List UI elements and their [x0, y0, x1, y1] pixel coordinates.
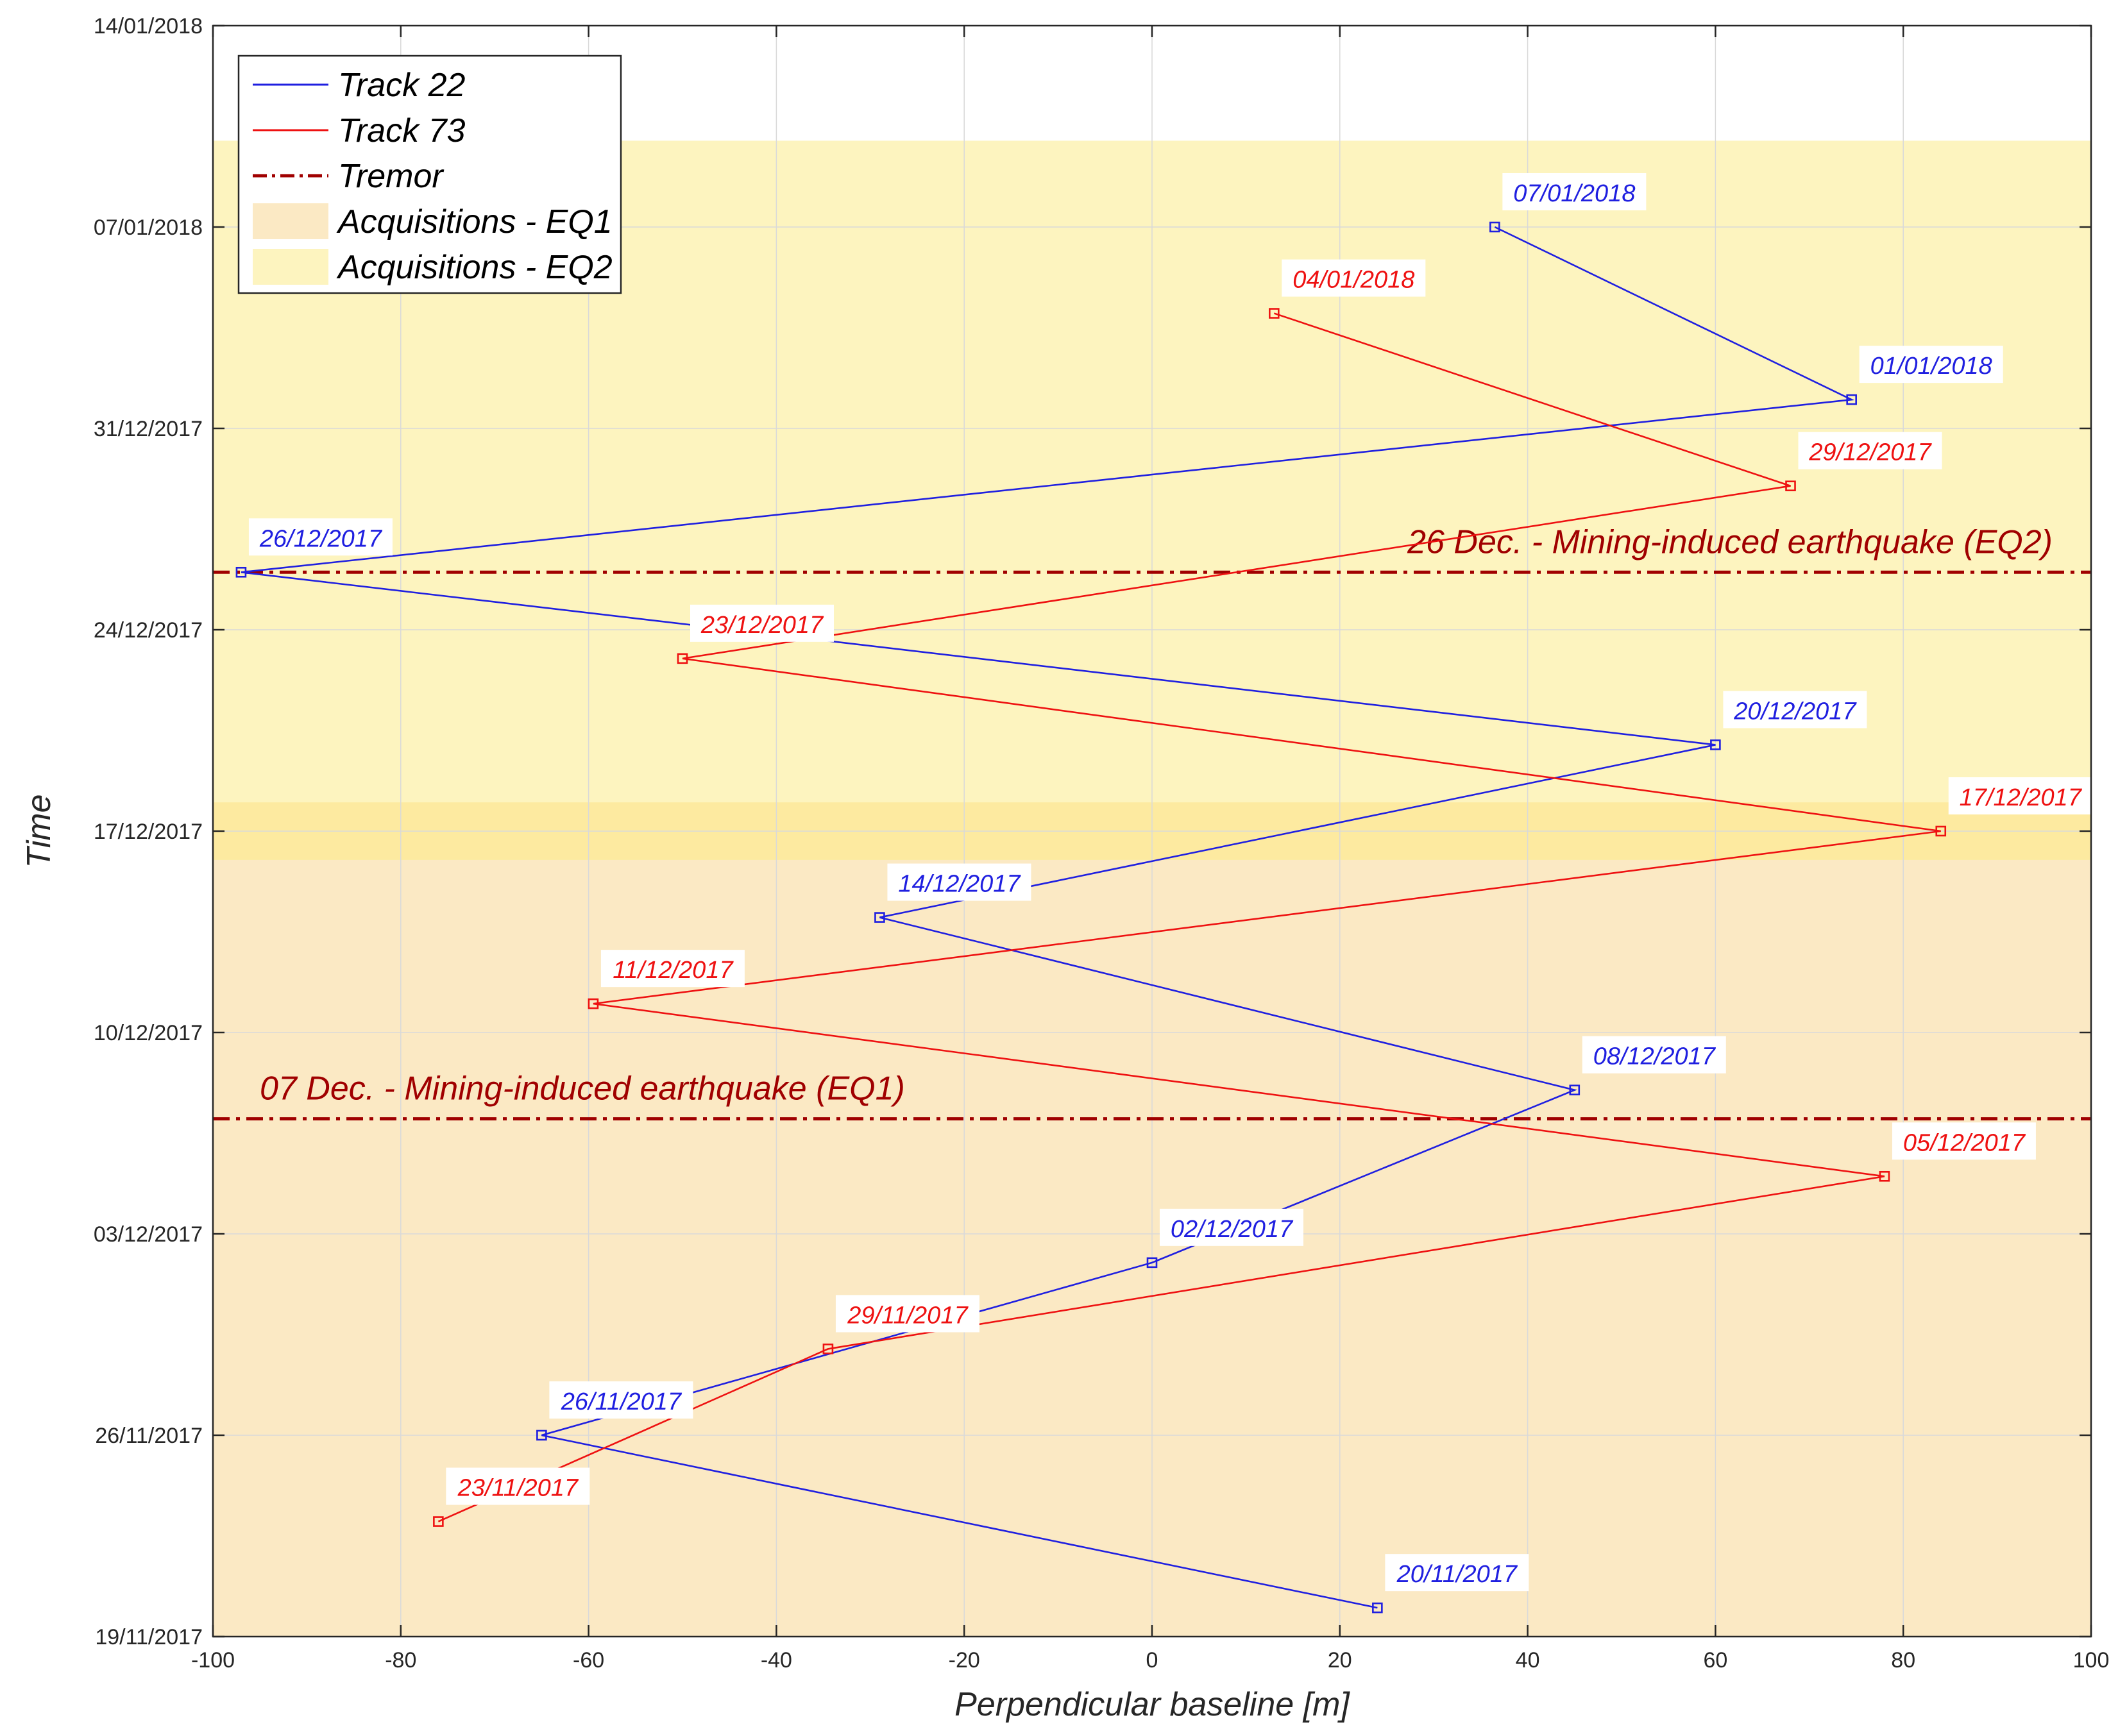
x-tick-label: 0	[1146, 1648, 1158, 1673]
legend-label-track-22: Track 22	[338, 67, 466, 104]
y-tick-label: 24/12/2017	[94, 618, 203, 643]
data-point-track-73	[1269, 308, 1280, 319]
point-label-bg	[1723, 691, 1867, 729]
x-tick-label: 60	[1703, 1648, 1727, 1673]
point-label-track-22: 07/01/2018	[1513, 180, 1635, 207]
point-label-bg	[446, 1467, 590, 1505]
data-point-track-73	[1879, 1170, 1890, 1182]
point-label-track-22: 14/12/2017	[898, 871, 1021, 898]
data-point-track-22	[235, 566, 247, 578]
point-label-bg	[600, 950, 745, 988]
axis-ticks: -100 -80 -60 -40 -20 0 20 40 60 80 100 19/11/2017 26…	[94, 14, 2110, 1673]
data-point-track-73	[1785, 480, 1796, 492]
x-tick-label: 20	[1328, 1648, 1352, 1673]
legend-label-tremor: Tremor	[338, 158, 445, 195]
data-point-track-22	[1710, 739, 1721, 750]
x-tick-label: 80	[1891, 1648, 1915, 1673]
data-point-track-22	[874, 912, 885, 923]
point-label-bg	[549, 1381, 693, 1419]
point-label-track-22: 26/12/2017	[259, 525, 383, 552]
point-label-bg	[1582, 1036, 1726, 1074]
legend-swatch-acquisitions-eq2	[253, 249, 328, 285]
point-label-track-22: 02/12/2017	[1171, 1216, 1294, 1243]
x-axis-title: Perpendicular baseline [m]	[954, 1686, 1350, 1723]
point-label-bg	[1859, 346, 2003, 383]
point-label-bg	[1502, 173, 1647, 210]
data-series	[235, 221, 1947, 1614]
x-tick-label: -80	[385, 1648, 416, 1673]
series-line-track-22	[241, 226, 1855, 1609]
x-tick-label: 40	[1516, 1648, 1540, 1673]
data-point-track-73	[588, 998, 599, 1009]
point-label-track-73: 17/12/2017	[1960, 784, 2083, 811]
y-tick-label: 26/11/2017	[95, 1424, 203, 1448]
y-tick-label: 07/01/2018	[94, 215, 203, 240]
point-label-track-73: 04/01/2018	[1292, 267, 1414, 294]
point-labels: 20/11/2017 26/11/2017 02/12/2017 08/12/2017…	[248, 173, 2092, 1592]
point-label-track-73: 05/12/2017	[1903, 1129, 2026, 1156]
data-point-track-73	[822, 1344, 834, 1354]
point-label-bg	[835, 1295, 979, 1333]
data-point-track-22	[536, 1429, 547, 1441]
tremor-label-1: 07 Dec. - Mining-induced earthquake (EQ1…	[260, 1070, 905, 1108]
x-tick-label: -40	[761, 1648, 792, 1673]
y-tick-label: 19/11/2017	[95, 1625, 203, 1649]
data-point-track-22	[1372, 1602, 1383, 1614]
point-label-track-22: 08/12/2017	[1593, 1043, 1716, 1070]
point-label-track-22: 20/12/2017	[1733, 698, 1857, 725]
data-point-track-22	[1569, 1084, 1580, 1096]
legend-label-acquisitions-eq1: Acquisitions - EQ1	[336, 203, 613, 240]
point-label-bg	[1160, 1208, 1303, 1246]
legend: Track 22 Track 73 Tremor Acquisitions - EQ1…	[237, 55, 622, 294]
x-tick-label: 100	[2073, 1648, 2110, 1673]
x-tick-label: -20	[949, 1648, 980, 1673]
point-label-bg	[248, 518, 393, 556]
legend-label-track-73: Track 73	[338, 112, 466, 149]
tremor-label-2: 26 Dec. - Mining-induced earthquake (EQ2…	[1407, 523, 2053, 560]
point-label-track-73: 29/11/2017	[847, 1302, 969, 1329]
point-label-bg	[887, 863, 1031, 901]
y-tick-label: 14/01/2018	[94, 14, 203, 38]
data-point-track-22	[1146, 1257, 1158, 1268]
point-label-track-22: 01/01/2018	[1870, 353, 1992, 380]
point-label-bg	[1948, 777, 2092, 814]
data-point-track-22	[1846, 394, 1857, 405]
point-label-track-73: 11/12/2017	[613, 957, 734, 984]
y-tick-label: 17/12/2017	[94, 820, 203, 844]
point-label-bg	[690, 604, 834, 642]
data-point-track-73	[433, 1516, 444, 1527]
point-label-track-73: 29/12/2017	[1808, 439, 1932, 466]
y-tick-label: 10/12/2017	[94, 1021, 203, 1045]
point-label-bg	[1282, 259, 1426, 297]
point-label-bg	[1798, 432, 1942, 469]
data-point-track-73	[677, 653, 688, 664]
y-tick-label: 03/12/2017	[94, 1222, 203, 1247]
point-label-track-73: 23/12/2017	[700, 612, 824, 639]
series-line-track-73	[437, 312, 1941, 1522]
point-label-track-73: 23/11/2017	[457, 1475, 579, 1502]
point-label-track-22: 20/11/2017	[1396, 1561, 1518, 1588]
point-label-bg	[1385, 1554, 1529, 1592]
x-tick-label: -100	[191, 1648, 235, 1673]
point-label-track-22: 26/11/2017	[561, 1388, 682, 1415]
legend-label-acquisitions-eq2: Acquisitions - EQ2	[336, 249, 613, 286]
y-tick-label: 31/12/2017	[94, 417, 203, 441]
legend-swatch-acquisitions-eq1	[253, 203, 328, 239]
y-axis-title: Time	[21, 794, 58, 868]
point-label-bg	[1892, 1122, 2036, 1160]
x-tick-label: -60	[573, 1648, 604, 1673]
data-point-track-73	[1935, 825, 1947, 837]
data-point-track-22	[1489, 221, 1500, 233]
